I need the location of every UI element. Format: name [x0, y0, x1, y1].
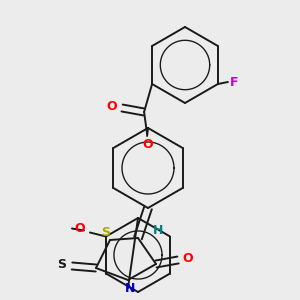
- Text: N: N: [125, 281, 135, 295]
- Text: F: F: [230, 76, 239, 88]
- Text: O: O: [75, 222, 85, 235]
- Text: H: H: [153, 224, 163, 236]
- Text: O: O: [143, 137, 153, 151]
- Text: S: S: [101, 226, 110, 238]
- Text: S: S: [58, 257, 67, 271]
- Text: O: O: [107, 100, 117, 112]
- Text: O: O: [183, 251, 193, 265]
